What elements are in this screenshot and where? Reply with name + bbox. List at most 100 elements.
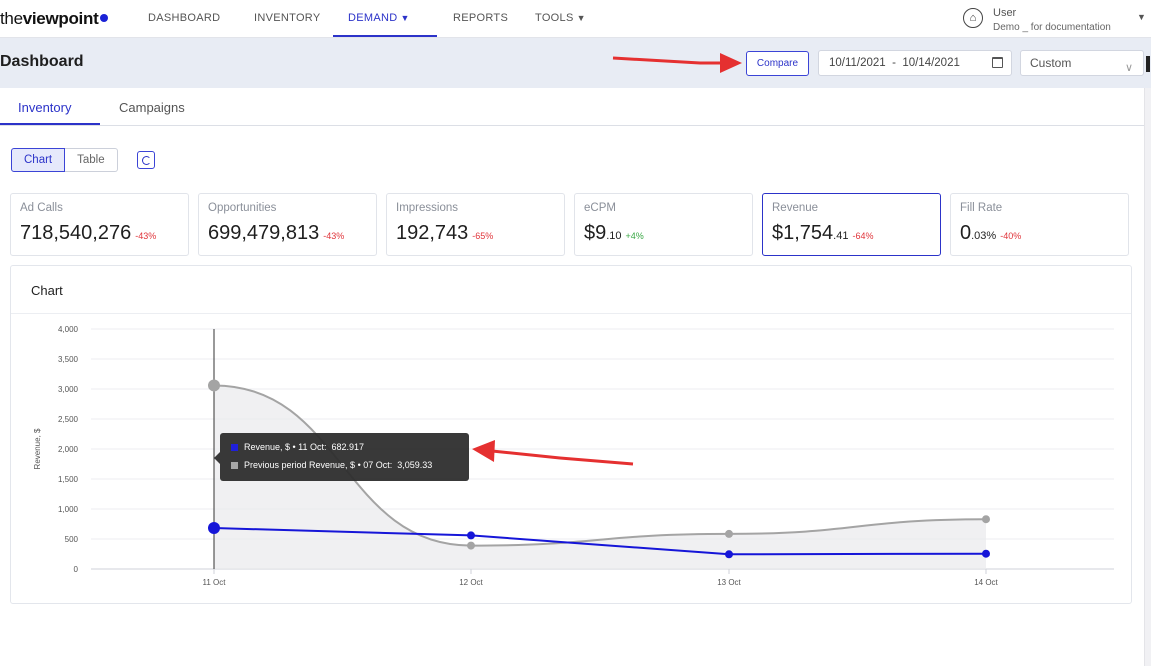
- metric-value: 192,743 -65%: [396, 222, 493, 245]
- table-view-button[interactable]: Table: [65, 148, 118, 172]
- metric-label: Ad Calls: [20, 202, 63, 214]
- metric-value: $9.10 +4%: [584, 222, 644, 245]
- revenue-line-chart[interactable]: 0 500 1,000 1,500 2,000 2,500 3,000 3,500 4,000 R…: [11, 266, 1131, 603]
- tab-active-indicator: [0, 123, 100, 125]
- tab-campaigns[interactable]: Campaigns: [119, 100, 185, 115]
- range-preset-select[interactable]: Custom ∨: [1020, 50, 1144, 76]
- user-organization[interactable]: Demo _ for documentation: [993, 22, 1111, 33]
- compare-button[interactable]: Compare: [746, 51, 809, 76]
- previous-series-point: [208, 379, 220, 392]
- metric-card-ad-calls[interactable]: Ad Calls 718,540,276 -43%: [10, 193, 189, 256]
- current-series-line: [213, 527, 987, 556]
- home-icon[interactable]: ⌂: [963, 8, 983, 28]
- metric-delta: +4%: [625, 231, 644, 241]
- metric-value: 699,479,813 -43%: [208, 222, 344, 245]
- metric-card-revenue[interactable]: Revenue $1,754.41 -64%: [762, 193, 941, 256]
- range-preset-value: Custom: [1030, 56, 1072, 70]
- logo-text-light: the: [0, 9, 23, 28]
- metric-label: Revenue: [772, 202, 819, 214]
- metric-delta: -43%: [323, 231, 345, 241]
- tooltip-text: Revenue, $ • 11 Oct: 682.917: [244, 442, 365, 452]
- page-header: Dashboard Compare 10/11/2021 - 10/14/202…: [0, 38, 1151, 88]
- x-tick-label: 12 Oct: [459, 578, 483, 587]
- current-series-point: [725, 550, 733, 559]
- y-tick-label: 0: [74, 565, 79, 574]
- x-tick-label: 11 Oct: [203, 578, 227, 587]
- top-navigation: theviewpoint DASHBOARD INVENTORY DEMAND ▼…: [0, 0, 1151, 38]
- nav-tools[interactable]: TOOLS ▼: [535, 12, 586, 24]
- metric-value: 718,540,276 -43%: [20, 222, 156, 245]
- metric-label: eCPM: [584, 202, 616, 214]
- current-series-point: [982, 549, 990, 558]
- metric-delta: -64%: [852, 231, 874, 241]
- metric-card-impressions[interactable]: Impressions 192,743 -65%: [386, 193, 565, 256]
- metric-value-main: 0: [960, 222, 972, 244]
- metric-value-fraction: .03%: [971, 230, 997, 242]
- brand-logo[interactable]: theviewpoint: [0, 9, 109, 29]
- previous-series-point: [982, 515, 990, 524]
- chart-view-button[interactable]: Chart: [11, 148, 66, 172]
- metric-value-main: $9: [584, 222, 607, 244]
- metric-label: Impressions: [396, 202, 458, 214]
- metric-card-ecpm[interactable]: eCPM $9.10 +4%: [574, 193, 753, 256]
- metric-label: Fill Rate: [960, 202, 1003, 214]
- tab-inventory[interactable]: Inventory: [18, 100, 72, 115]
- current-series-point: [467, 531, 475, 540]
- y-tick-label: 3,500: [58, 355, 79, 364]
- previous-series-point: [467, 541, 475, 550]
- logo-dot-icon: [100, 14, 109, 22]
- nav-tools-label: TOOLS: [535, 12, 574, 24]
- y-tick-label: 1,000: [58, 505, 79, 514]
- calendar-icon: [992, 57, 1003, 68]
- user-name[interactable]: User: [993, 7, 1017, 19]
- previous-series-point: [725, 529, 733, 538]
- metric-label: Opportunities: [208, 202, 277, 214]
- user-menu-caret-icon[interactable]: ▼: [1137, 12, 1146, 22]
- nav-active-indicator: [333, 35, 437, 37]
- metric-value-main: 699,479,813: [208, 222, 320, 244]
- refresh-button[interactable]: [137, 151, 155, 169]
- metric-value-fraction: .10: [606, 230, 622, 242]
- metric-value-main: 192,743: [396, 222, 469, 244]
- logo-text-bold: viewpoint: [22, 9, 99, 28]
- nav-dashboard-label: DASHBOARD: [148, 12, 221, 24]
- metric-value: $1,754.41 -64%: [772, 222, 873, 245]
- nav-dashboard[interactable]: DASHBOARD: [148, 12, 220, 24]
- vertical-scrollbar[interactable]: [1144, 88, 1151, 666]
- divider: [11, 313, 1131, 314]
- metric-value-fraction: .41: [833, 230, 849, 242]
- y-tick-label: 1,500: [58, 475, 79, 484]
- current-series-point: [208, 522, 220, 535]
- nav-demand-label: DEMAND: [348, 12, 398, 24]
- page-title: Dashboard: [0, 53, 84, 70]
- chart-tooltip: Revenue, $ • 11 Oct: 682.917 Previous pe…: [214, 433, 469, 481]
- chart-panel-title: Chart: [31, 283, 63, 298]
- nav-reports-label: REPORTS: [453, 12, 509, 24]
- chevron-down-icon: ∨: [1124, 62, 1133, 74]
- refresh-icon: [141, 155, 151, 165]
- nav-inventory[interactable]: INVENTORY: [254, 12, 320, 24]
- metric-delta: -43%: [135, 231, 157, 241]
- date-range-picker[interactable]: 10/11/2021 - 10/14/2021: [818, 50, 1012, 76]
- nav-reports[interactable]: REPORTS: [453, 12, 508, 24]
- x-tick-label: 13 Oct: [717, 578, 741, 587]
- previous-series-area: [214, 385, 986, 569]
- tooltip-swatch: [231, 443, 238, 451]
- nav-inventory-label: INVENTORY: [254, 12, 321, 24]
- tooltip-row-previous: Previous period Revenue, $ • 07 Oct: 3,0…: [231, 460, 432, 470]
- y-tick-label: 3,000: [58, 385, 79, 394]
- caret-down-icon: ▼: [576, 13, 586, 23]
- nav-demand[interactable]: DEMAND ▼: [348, 12, 410, 24]
- section-tabs: Inventory Campaigns: [0, 88, 1151, 126]
- metric-value-main: $1,754: [772, 222, 834, 244]
- y-tick-label: 4,000: [58, 325, 79, 334]
- metric-value-main: 718,540,276: [20, 222, 132, 244]
- metric-card-fill-rate[interactable]: Fill Rate 0.03% -40%: [950, 193, 1129, 256]
- metric-card-opportunities[interactable]: Opportunities 699,479,813 -43%: [198, 193, 377, 256]
- y-tick-label: 2,500: [58, 415, 79, 424]
- caret-down-icon: ▼: [400, 13, 410, 23]
- y-tick-label: 2,000: [58, 445, 79, 454]
- date-range-value: 10/11/2021 - 10/14/2021: [829, 57, 960, 69]
- metric-value: 0.03% -40%: [960, 222, 1021, 245]
- x-tick-label: 14 Oct: [974, 578, 998, 587]
